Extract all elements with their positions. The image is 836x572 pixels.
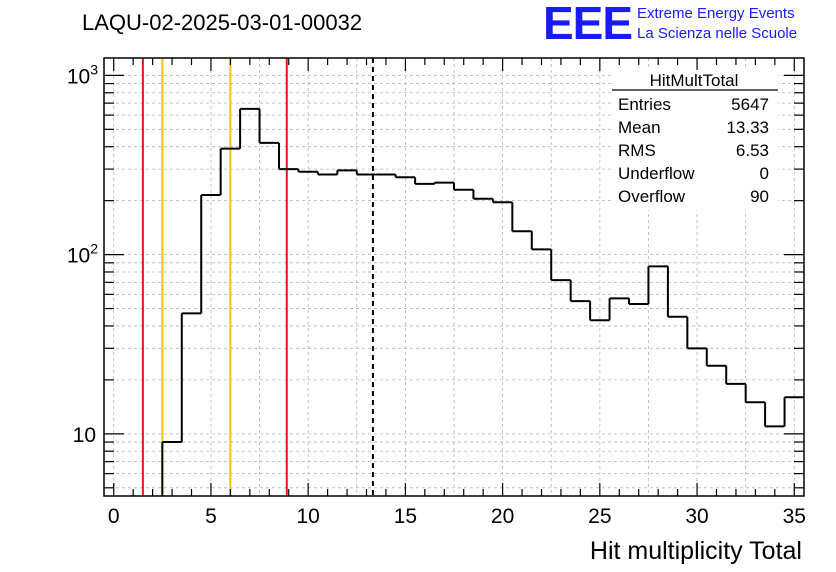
plot-frame (103, 57, 805, 497)
stats-box-rows: Entries 5647 Mean 13.33 RMS 6.53 Underflow 0 Ove… (618, 95, 769, 206)
logo-line-2: La Scienza nelle Scuole (637, 25, 798, 42)
x-tick-label: 20 (491, 505, 514, 528)
y-tick-label: 102 (67, 241, 98, 268)
eee-logo: EEE (543, 0, 633, 49)
stats-row-value: 13.33 (726, 118, 769, 137)
stats-box-name: HitMultTotal (650, 71, 739, 90)
logo-line-1: Extreme Energy Events (637, 5, 795, 22)
x-tick-label: 15 (394, 505, 417, 528)
stats-box-background (612, 70, 778, 210)
stats-row-label: Overflow (618, 187, 686, 206)
x-axis-title: Hit multiplicity Total (590, 537, 802, 565)
y-tick-label: 10 (73, 424, 96, 447)
stats-row-value: 0 (760, 164, 769, 183)
x-tick-label: 35 (783, 505, 806, 528)
stats-box: HitMultTotal Entries 5647 Mean 13.33 RMS 6.53… (612, 70, 778, 210)
histogram-layer (161, 107, 804, 496)
ticks-layer (104, 58, 804, 496)
stats-row-label: RMS (618, 141, 656, 160)
stats-row-value: 6.53 (736, 141, 769, 160)
x-tick-label: 10 (296, 505, 319, 528)
x-tick-label: 0 (108, 505, 120, 528)
stats-row-label: Underflow (618, 164, 695, 183)
stats-row-label: Entries (618, 95, 671, 114)
x-tick-label: 30 (685, 505, 708, 528)
x-tick-label: 5 (205, 505, 217, 528)
chart-title: LAQU-02-2025-03-01-00032 (82, 10, 363, 35)
y-tick-label: 103 (67, 61, 98, 88)
stats-row-value: 5647 (731, 95, 769, 114)
stats-row-value: 90 (750, 187, 769, 206)
stats-row-label: Mean (618, 118, 661, 137)
reference-lines (141, 58, 374, 496)
x-tick-label: 25 (588, 505, 611, 528)
tick-labels-layer: 0 5 10 15 20 25 30 35 10 102 103 (67, 61, 806, 528)
